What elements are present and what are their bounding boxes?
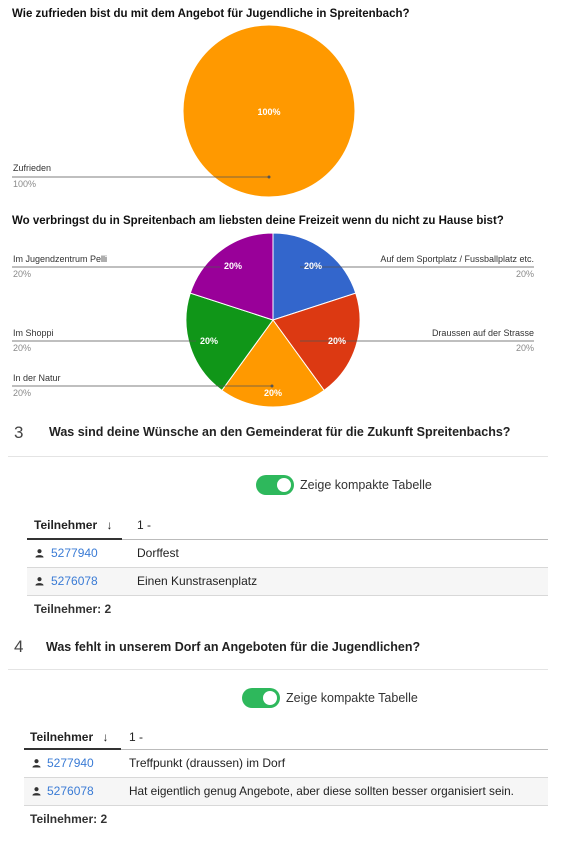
chart1-legend-label: Zufrieden (13, 163, 52, 173)
participant-id-link[interactable]: 5276078 (51, 574, 98, 588)
sort-down-icon[interactable]: ↓ (102, 730, 109, 744)
chart2-legend-shoppi: Im Shoppi (13, 328, 54, 338)
responses-table-q3: Teilnehmer ↓ 1 - 5277940 Dorffest 527607… (27, 512, 548, 602)
participants-header-label: Teilnehmer (34, 518, 98, 532)
chart2-title: Wo verbringst du in Spreitenbach am lieb… (12, 215, 504, 227)
chart1-title: Wie zufrieden bist du mit dem Angebot fü… (12, 8, 410, 20)
table-row: 5276078 Hat eigentlich genug Angebote, a… (24, 778, 548, 806)
chart2-slice-label-sportplatz: 20% (304, 261, 322, 271)
column-header-participants[interactable]: Teilnehmer ↓ (30, 730, 108, 744)
compact-table-toggle-q4[interactable]: Zeige kompakte Tabelle (242, 688, 418, 708)
toggle-switch[interactable] (242, 688, 280, 708)
chart1-slice-label: 100% (257, 107, 280, 117)
user-icon (35, 577, 44, 586)
answer-text: Treffpunkt (draussen) im Dorf (129, 756, 286, 770)
question-4-number: 4 (14, 637, 24, 656)
participants-header-label: Teilnehmer (30, 730, 94, 744)
user-icon (32, 759, 41, 768)
chart2-slice-label-strasse: 20% (328, 336, 346, 346)
table-row: 5276078 Einen Kunstrasenplatz (27, 568, 548, 596)
header-underline (122, 539, 548, 540)
toggle-label: Zeige kompakte Tabelle (300, 478, 432, 492)
chart2-pie: 20% 20% 20% 20% 20% (12, 232, 534, 408)
user-icon (32, 787, 41, 796)
chart2-slice-3 (185, 292, 274, 392)
chart2-legend-sportplatz: Auf dem Sportplatz / Fussballplatz etc. (380, 254, 534, 264)
user-icon (35, 549, 44, 558)
chart2-legend-pelli: Im Jugendzentrum Pelli (13, 254, 108, 264)
participants-count-q4: Teilnehmer: 2 (30, 812, 108, 826)
chart2-legend-strasse: Draussen auf der Strasse (431, 328, 534, 338)
header-underline-active (27, 538, 122, 540)
chart1-pie: 100% (12, 24, 356, 198)
sort-down-icon[interactable]: ↓ (106, 518, 113, 532)
participants-count-q3: Teilnehmer: 2 (34, 602, 112, 616)
question-4-divider (8, 669, 548, 670)
chart1-slice-0 (182, 24, 356, 198)
header-underline (121, 749, 548, 750)
chart2-slice-label-natur: 20% (264, 388, 282, 398)
chart2-legend-natur: In der Natur (13, 373, 61, 383)
header-underline-active (24, 748, 121, 750)
answer-text: Einen Kunstrasenplatz (137, 574, 258, 588)
chart1-leader-dot (267, 175, 271, 179)
column-header-participants[interactable]: Teilnehmer ↓ (34, 518, 112, 532)
chart2-slice-1 (272, 292, 361, 392)
chart2-slice-0 (272, 232, 357, 321)
responses-table-q4: Teilnehmer ↓ 1 - 5277940 Treffpunkt (dra… (24, 724, 548, 814)
participant-id-link[interactable]: 5277940 (47, 756, 94, 770)
toggle-switch[interactable] (256, 475, 294, 495)
participant-id-link[interactable]: 5277940 (51, 546, 98, 560)
question-3-number: 3 (14, 423, 24, 442)
table-row: 5277940 Treffpunkt (draussen) im Dorf (24, 750, 548, 778)
toggle-label: Zeige kompakte Tabelle (286, 691, 418, 705)
question-3-divider (8, 456, 548, 457)
toggle-knob (277, 478, 291, 492)
chart2-slice-2 (221, 319, 325, 408)
toggle-knob (263, 691, 277, 705)
chart2-slice-label-shoppi: 20% (200, 336, 218, 346)
chart2-legend-strasse-pct: 20% (515, 343, 534, 353)
answer-text: Dorffest (137, 546, 179, 560)
question-3-title: Was sind deine Wünsche an den Gemeindera… (49, 425, 511, 439)
compact-table-toggle-q3[interactable]: Zeige kompakte Tabelle (256, 475, 432, 495)
chart2-slice-label-pelli: 20% (224, 261, 242, 271)
answer-text: Hat eigentlich genug Angebote, aber dies… (129, 784, 514, 798)
chart2-leader-natur-dot (270, 384, 274, 388)
chart2-legend-sportplatz-pct: 20% (515, 269, 534, 279)
chart2-slice-4 (189, 232, 274, 321)
column-header-answer: 1 - (129, 730, 144, 744)
participant-id-link[interactable]: 5276078 (47, 784, 94, 798)
chart2-legend-shoppi-pct: 20% (13, 343, 32, 353)
table-row: 5277940 Dorffest (27, 540, 548, 568)
question-4-title: Was fehlt in unserem Dorf an Angeboten f… (46, 640, 421, 654)
column-header-answer: 1 - (137, 518, 152, 532)
chart2-legend-pelli-pct: 20% (13, 269, 32, 279)
chart2-legend-natur-pct: 20% (13, 388, 32, 398)
chart1-legend-pct: 100% (13, 179, 37, 189)
